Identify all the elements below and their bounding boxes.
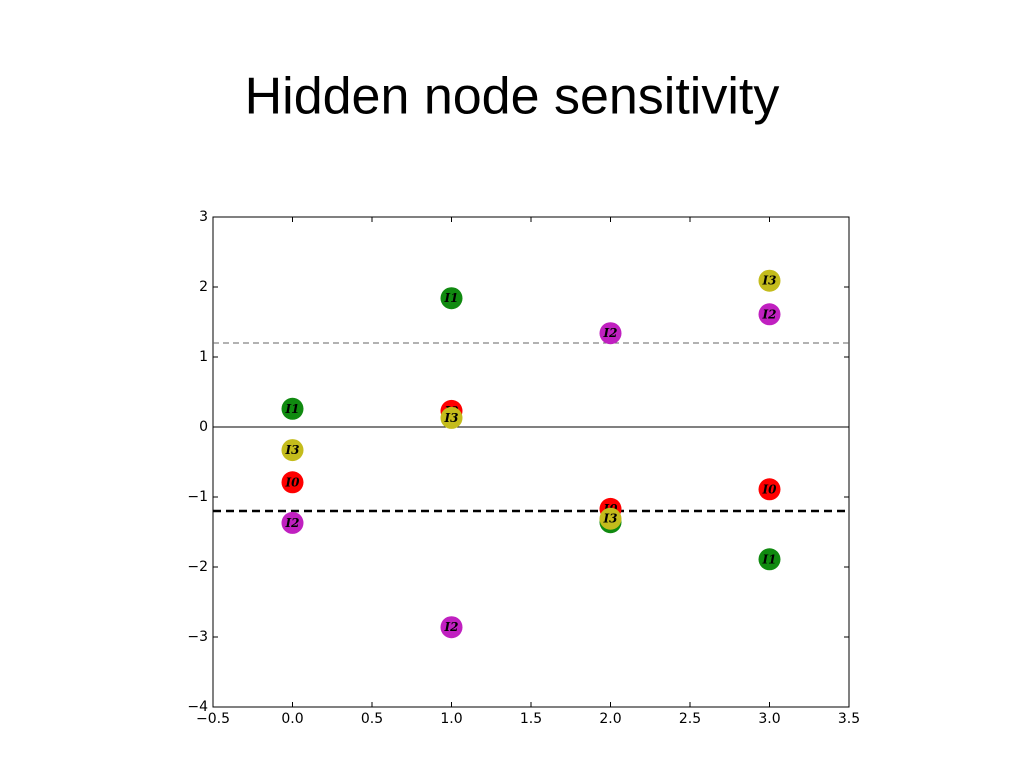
x-tick-label: 1.5 (520, 711, 542, 727)
point (758, 478, 781, 501)
y-tick-label: 2 (199, 279, 208, 295)
x-tick-label: 2.0 (599, 711, 621, 727)
point-label: I2 (444, 620, 459, 634)
point-label: I1 (762, 552, 777, 566)
point (281, 471, 304, 494)
slide-title: Hidden node sensitivity (245, 68, 780, 126)
point-label: I3 (603, 512, 618, 526)
point-label: I2 (603, 326, 618, 340)
point (599, 507, 622, 530)
point (440, 287, 463, 310)
x-tick-label: 0.0 (281, 711, 303, 727)
x-tick-label: −0.5 (196, 711, 230, 727)
point-label: I1 (285, 402, 300, 416)
point-label: I2 (762, 307, 777, 321)
point-label: I1 (444, 291, 459, 305)
point-label: I0 (762, 482, 778, 496)
point-label: I3 (285, 443, 300, 457)
point (599, 322, 622, 345)
point-label: I3 (762, 274, 777, 288)
y-tick-label: 3 (199, 209, 208, 225)
point (758, 269, 781, 292)
x-tick-label: 2.5 (679, 711, 701, 727)
x-tick-label: 1.0 (440, 711, 462, 727)
point (440, 616, 463, 639)
x-tick-label: 3.0 (758, 711, 780, 727)
point (281, 397, 304, 420)
point-label: I3 (444, 411, 459, 425)
point (440, 406, 463, 429)
y-tick-label: 0 (199, 419, 208, 435)
point (758, 303, 781, 326)
y-tick-label: 1 (199, 349, 208, 365)
y-tick-label: −4 (187, 699, 208, 715)
point-label: I0 (285, 475, 301, 489)
plot-area (212, 216, 850, 708)
point (281, 439, 304, 462)
y-tick-label: −2 (187, 559, 208, 575)
point-label: I2 (285, 516, 300, 530)
point (281, 511, 304, 534)
point (758, 548, 781, 571)
x-tick-label: 3.5 (838, 711, 860, 727)
y-tick-label: −1 (187, 489, 208, 505)
y-tick-label: −3 (187, 629, 208, 645)
x-tick-label: 0.5 (361, 711, 383, 727)
